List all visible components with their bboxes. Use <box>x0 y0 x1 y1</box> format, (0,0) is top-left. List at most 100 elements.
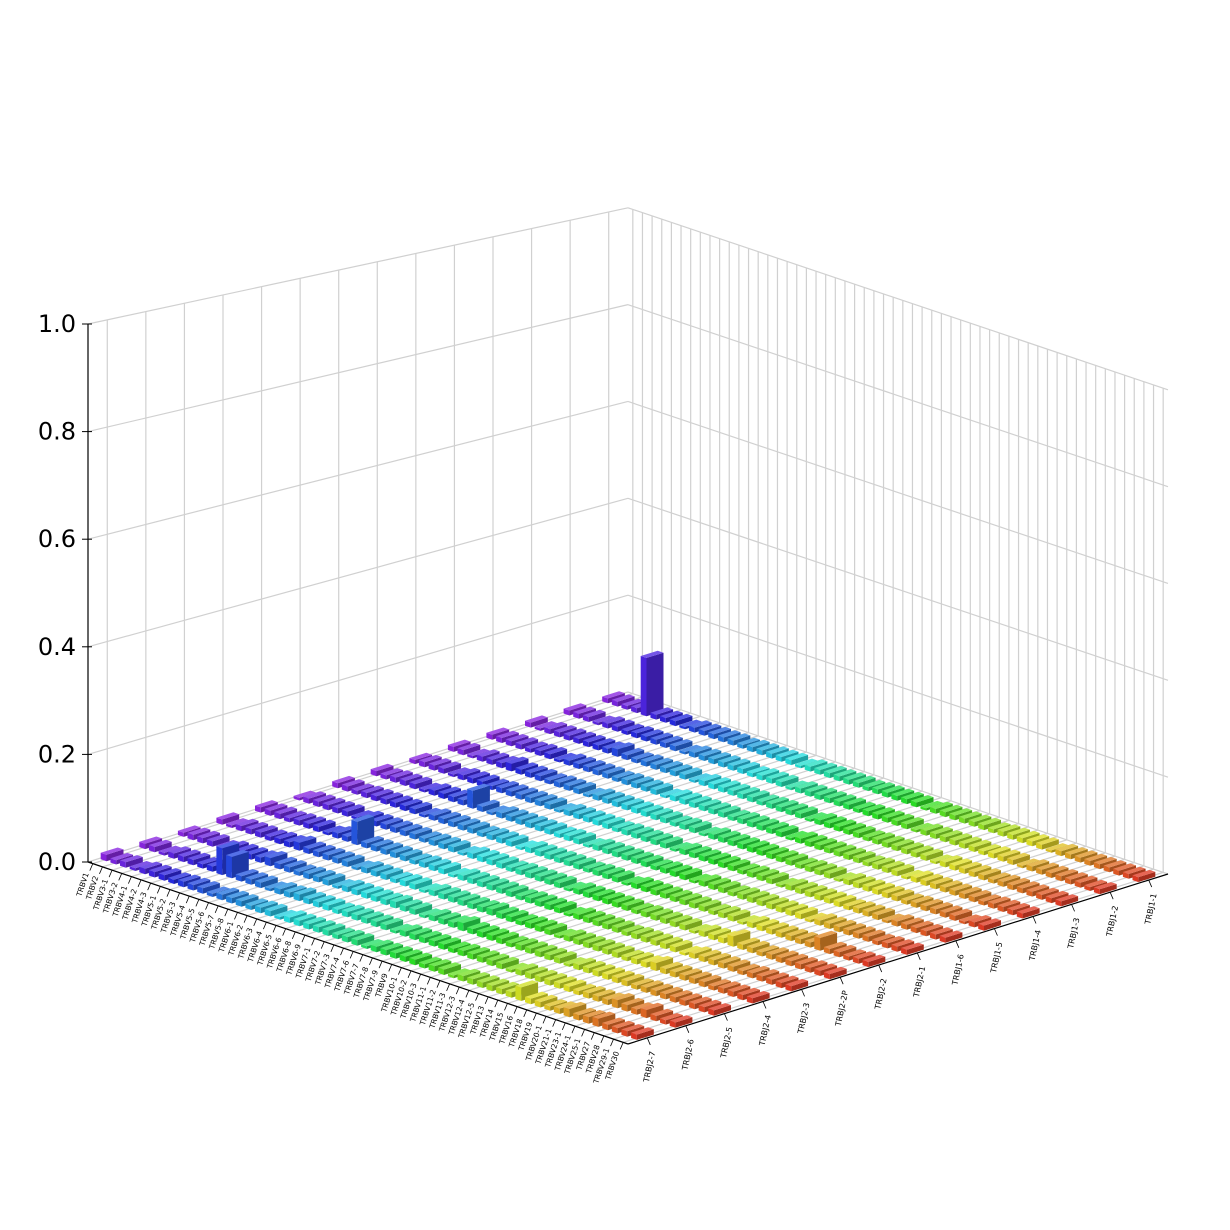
bar-front <box>476 831 483 838</box>
bar-front <box>505 865 512 872</box>
bar-top <box>303 866 326 874</box>
bar-front <box>409 957 416 966</box>
bar-top <box>476 825 500 833</box>
bar-top <box>640 905 664 913</box>
bar-top <box>746 915 770 923</box>
bar-front <box>669 869 676 877</box>
bar-top <box>505 734 529 742</box>
bar-front <box>631 856 637 864</box>
bar-top <box>245 847 269 855</box>
bar-side <box>685 920 703 931</box>
bar-top <box>804 834 828 842</box>
bar-top <box>553 826 577 834</box>
bar-top <box>679 842 703 850</box>
bar-front <box>843 777 849 785</box>
bar-front <box>631 932 637 940</box>
bar-top <box>505 784 529 792</box>
bar-top <box>582 861 606 869</box>
bar-top <box>380 842 404 850</box>
bar-top <box>409 877 433 885</box>
bar-top <box>978 844 1001 852</box>
bar-front <box>775 930 782 938</box>
bar-top <box>361 939 384 947</box>
bar-front <box>795 962 801 970</box>
bar-front <box>621 729 628 735</box>
bar-top <box>698 974 722 982</box>
bar-top <box>274 806 298 814</box>
bar-top <box>515 963 539 971</box>
bar-side <box>1041 839 1059 850</box>
bar-top <box>631 902 654 911</box>
bar-top <box>958 836 982 844</box>
bar-front <box>380 872 387 880</box>
bar-top <box>428 858 452 866</box>
bar-top <box>785 878 809 886</box>
bar-top <box>775 925 799 933</box>
bar-front <box>187 858 194 866</box>
bar-front <box>640 784 647 792</box>
bar-top <box>1084 879 1108 888</box>
bar-top <box>660 986 683 995</box>
bar-top <box>737 863 760 871</box>
bar-front <box>399 904 406 912</box>
bar-top <box>573 983 596 991</box>
bar-top <box>669 990 693 998</box>
bar-top <box>505 860 529 868</box>
bar-front <box>245 877 252 885</box>
bar-front <box>447 873 454 878</box>
bar-front <box>775 981 782 989</box>
bar-top <box>727 984 751 992</box>
bar-top <box>399 874 423 882</box>
bar-front <box>332 831 338 839</box>
bar-front <box>901 875 907 880</box>
bar-top <box>438 887 461 895</box>
bar-front <box>930 832 936 839</box>
bar-front <box>563 809 570 817</box>
bar-front <box>255 905 261 914</box>
bar <box>409 801 433 815</box>
bar-top <box>621 798 645 806</box>
bar-front <box>910 926 917 934</box>
bar-front <box>814 793 821 800</box>
bar-front <box>525 896 531 904</box>
bar-front <box>158 873 165 881</box>
bar-front <box>293 795 300 801</box>
bar-top <box>341 854 365 862</box>
bar-front <box>958 816 965 824</box>
bar-front <box>380 773 387 780</box>
bar-top <box>708 1003 731 1011</box>
bar-front <box>852 931 859 939</box>
bar-top <box>553 976 577 984</box>
bar-top <box>525 741 548 749</box>
bar-side <box>444 964 461 975</box>
bar-side <box>415 778 433 790</box>
bar-front <box>775 755 782 762</box>
bar-top <box>283 860 307 868</box>
bar-front <box>274 837 281 845</box>
bar-front <box>766 827 772 834</box>
bar-top <box>515 938 539 946</box>
bar-front <box>361 944 367 949</box>
x-tick <box>176 892 180 901</box>
bar-front <box>534 824 541 832</box>
bar-front <box>438 917 444 925</box>
bar-front <box>650 938 657 946</box>
bar-top <box>438 861 461 870</box>
bar-front <box>582 793 589 798</box>
bar-top <box>303 791 326 799</box>
bar <box>216 812 240 825</box>
bar-front <box>322 878 329 886</box>
bar-top <box>370 839 394 847</box>
bar-front <box>891 819 898 826</box>
bar-top <box>708 802 731 810</box>
bar-front <box>650 763 657 770</box>
bar-front <box>987 901 994 909</box>
bar-top <box>997 874 1021 882</box>
bar-top <box>688 795 712 803</box>
bar-top <box>534 768 558 777</box>
bar-front <box>698 754 705 761</box>
bar-top <box>573 1007 596 1016</box>
bar-top <box>447 840 471 848</box>
bar-front <box>139 866 146 875</box>
bar-top <box>187 877 211 886</box>
